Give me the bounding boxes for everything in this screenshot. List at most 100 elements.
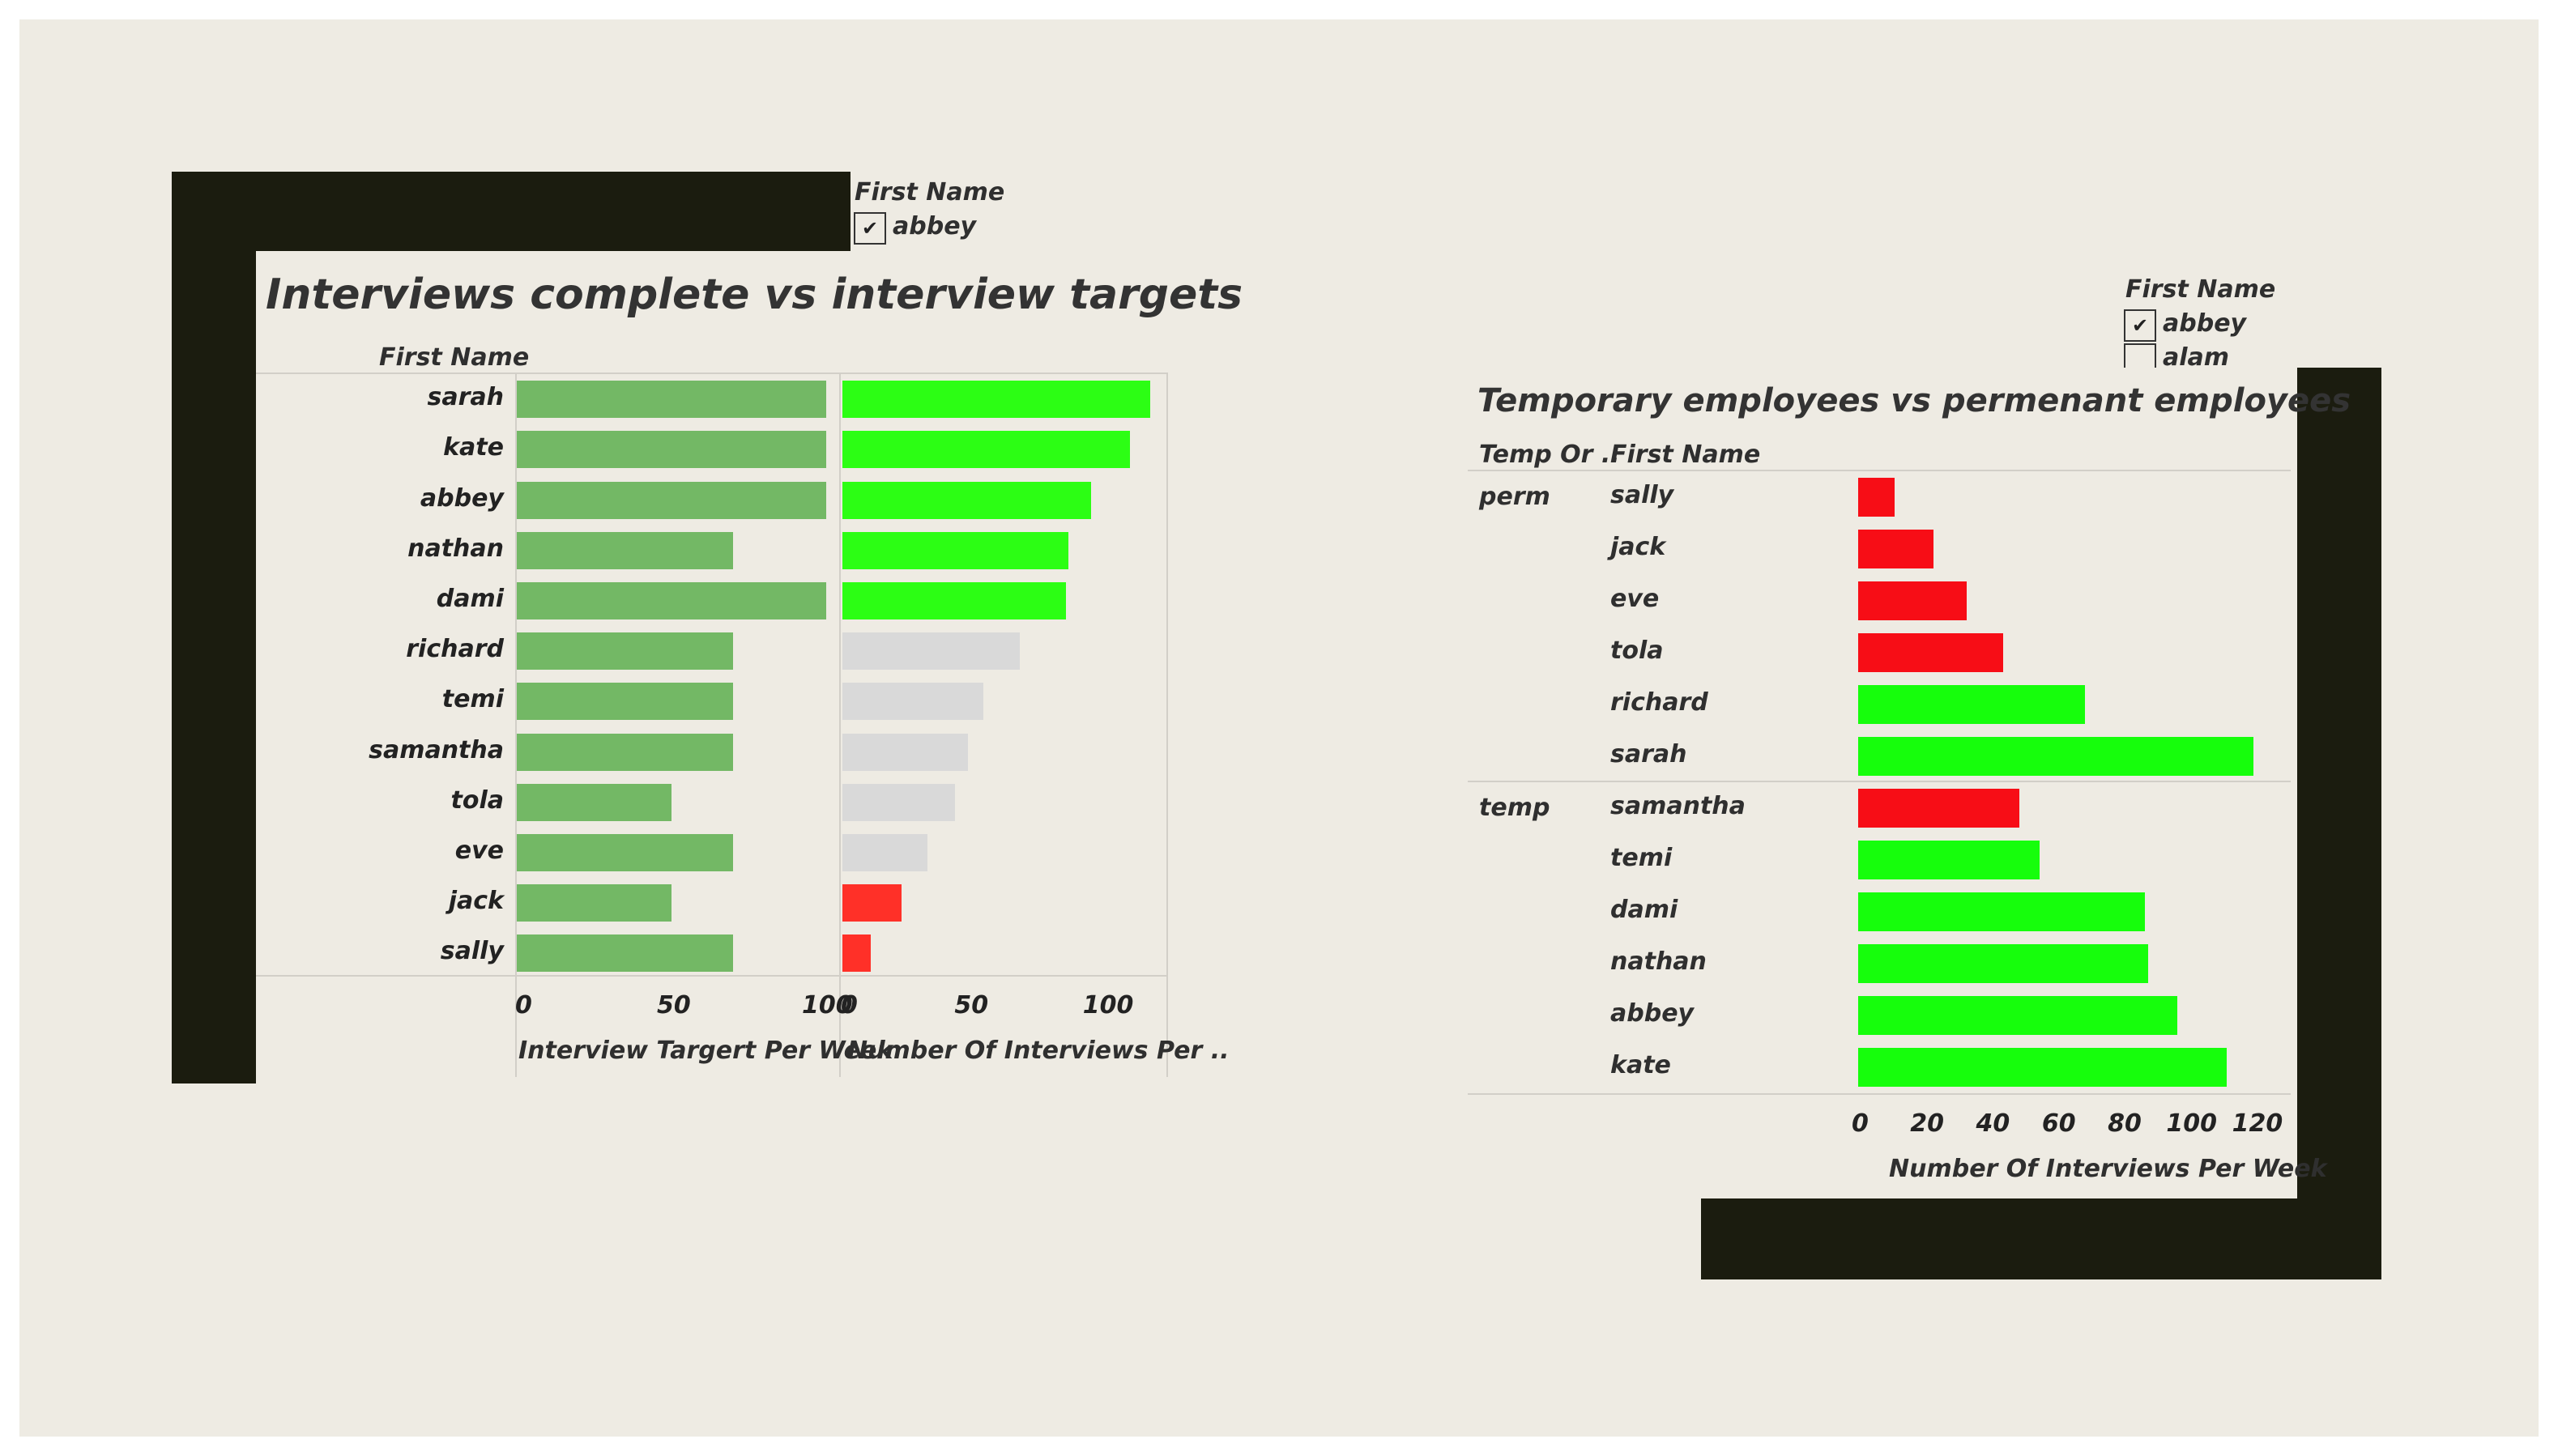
left-axis1-tick: 100 [802,991,853,1020]
right-filter-checkbox-alam[interactable] [2124,343,2156,368]
left-row-label: sarah [427,383,505,412]
right-row-label: nathan [1610,947,1707,976]
right-filter-checkbox-abbey[interactable]: ✔ [2124,309,2156,342]
left-interviews-bar [842,884,902,922]
right-interviews-bar [1858,789,2020,828]
right-footer-line [1468,1093,2291,1095]
left-interviews-bar [842,632,1020,671]
left-row-label: temi [441,685,504,714]
left-interviews-bar [842,481,1092,519]
left-axis2-tick: 50 [954,991,989,1020]
left-row-label: richard [406,635,504,664]
right-interviews-bar [1858,996,2178,1035]
left-header-line [256,373,1168,374]
left-axis2-label: Number Of Interviews Per .. [847,1037,1230,1065]
right-row-label: temi [1610,844,1673,872]
left-interviews-bar [842,683,984,721]
left-row-header: First Name [379,343,530,372]
left-row-label: eve [454,836,504,865]
left-target-bar [517,934,734,973]
right-frame-side [2297,368,2381,1279]
right-axis-label: Number Of Interviews Per Week [1889,1155,2327,1183]
left-target-bar [517,683,734,721]
right-interviews-bar [1858,633,2003,672]
left-pane1-left-line [515,373,517,1077]
right-header-line [1468,470,2291,471]
right-filter-title: First Name [2125,275,2276,304]
right-row-label: kate [1610,1051,1671,1079]
right-interviews-bar [1858,478,1895,517]
left-footer-line [256,975,1168,977]
right-row-label: richard [1610,688,1708,717]
left-target-bar [517,783,671,821]
left-target-bar [517,581,826,619]
right-row-label: samantha [1610,792,1746,820]
left-interviews-bar [842,934,871,973]
left-target-bar [517,833,734,871]
left-interviews-bar [842,581,1066,619]
left-target-bar [517,733,734,771]
left-target-bar [517,481,826,519]
left-row-label: sally [440,937,504,966]
left-interviews-bar [842,783,956,821]
left-row-label: samantha [369,735,504,764]
left-interviews-bar [842,733,969,771]
right-chart-title: Temporary employees vs permenant employe… [1477,382,2351,419]
left-row-label: abbey [420,483,504,513]
right-col-header-temp: Temp Or .. [1479,441,1620,469]
right-interviews-bar [1858,530,1934,568]
left-filter-checkbox-abbey[interactable]: ✔ [854,212,886,245]
left-target-bar [517,531,734,569]
right-interviews-bar [1858,737,2253,776]
right-row-label: dami [1610,896,1678,924]
left-axis1-label: Interview Targert Per Week [518,1037,893,1065]
right-interviews-bar [1858,685,2086,724]
right-filter-item-abbey[interactable]: abbey [2163,309,2247,338]
right-group-line [1468,781,2291,782]
left-axis2-tick: 100 [1082,991,1134,1020]
left-row-label: tola [450,785,504,815]
left-row-label: jack [448,887,504,916]
right-axis-tick: 100 [2166,1109,2218,1138]
left-pane2-left-line [839,373,841,1077]
left-target-bar [517,632,734,671]
left-target-bar [517,431,826,469]
left-frame-top [172,172,851,251]
left-interviews-bar [842,833,927,871]
right-row-label: jack [1610,533,1666,561]
left-interviews-bar [842,431,1130,469]
right-interviews-bar [1858,841,2040,879]
left-filter-title: First Name [855,178,1005,206]
right-axis-tick: 120 [2232,1109,2283,1138]
right-axis-tick: 60 [2041,1109,2076,1138]
right-frame-bottom [1701,1198,2381,1279]
right-group-label-perm: perm [1479,483,1550,511]
left-target-bar [517,884,671,922]
right-row-label: abbey [1610,999,1695,1028]
right-axis-tick: 40 [1976,1109,2010,1138]
right-row-label: sarah [1610,740,1687,768]
left-axis2-tick: 0 [841,991,858,1020]
right-row-label: sally [1610,481,1674,509]
right-interviews-bar [1858,1048,2228,1087]
left-axis1-tick: 0 [515,991,532,1020]
left-axis1-tick: 50 [657,991,691,1020]
left-target-bar [517,381,826,419]
right-interviews-bar [1858,892,2145,931]
left-row-label: nathan [407,534,504,563]
left-frame-side [172,172,256,1083]
right-col-header-name: First Name [1610,441,1761,469]
right-interviews-bar [1858,944,2148,983]
left-row-label: kate [443,433,504,462]
left-interviews-bar [842,381,1151,419]
left-filter-item-abbey[interactable]: abbey [893,212,977,241]
right-interviews-bar [1858,581,1968,620]
left-chart-title: Interviews complete vs interview targets [266,270,1243,319]
right-axis-tick: 20 [1910,1109,1945,1138]
right-filter-item-alam[interactable]: alam [2163,343,2230,372]
right-row-label: tola [1610,636,1664,665]
left-row-label: dami [436,584,504,613]
left-pane2-right-line [1166,373,1168,1077]
left-interviews-bar [842,531,1068,569]
right-axis-tick: 80 [2108,1109,2142,1138]
